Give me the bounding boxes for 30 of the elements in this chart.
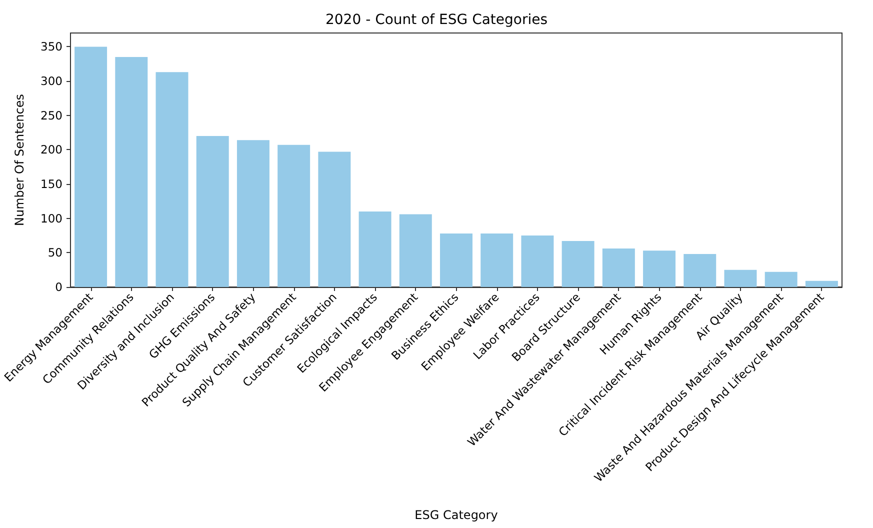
bar bbox=[196, 136, 229, 287]
y-tick-label: 100 bbox=[40, 211, 62, 226]
y-tick-label: 50 bbox=[48, 246, 62, 260]
bar bbox=[764, 272, 798, 287]
y-axis-title: Number Of Sentences bbox=[12, 94, 26, 226]
bar bbox=[278, 144, 310, 287]
bar bbox=[521, 236, 554, 287]
bar bbox=[562, 241, 594, 287]
bar bbox=[358, 211, 392, 287]
bar bbox=[643, 250, 676, 287]
bar bbox=[602, 248, 635, 287]
y-tick-label: 0 bbox=[55, 280, 62, 294]
y-tick-label: 350 bbox=[40, 40, 62, 54]
bar bbox=[318, 152, 351, 287]
chart-title: 2020 - Count of ESG Categories bbox=[325, 12, 548, 28]
bar bbox=[399, 214, 432, 287]
y-tick-label: 300 bbox=[40, 74, 62, 88]
bar bbox=[684, 254, 716, 287]
bar bbox=[236, 140, 270, 287]
bar bbox=[156, 72, 188, 287]
bar bbox=[74, 46, 108, 287]
bar bbox=[805, 280, 838, 287]
bar bbox=[440, 233, 472, 287]
bar bbox=[115, 57, 148, 287]
bar bbox=[724, 270, 757, 287]
y-tick-label: 150 bbox=[40, 177, 62, 192]
x-axis-title: ESG Category bbox=[414, 508, 498, 522]
y-tick-label: 200 bbox=[40, 142, 62, 157]
bar bbox=[480, 233, 514, 287]
y-tick-label: 250 bbox=[40, 108, 62, 122]
